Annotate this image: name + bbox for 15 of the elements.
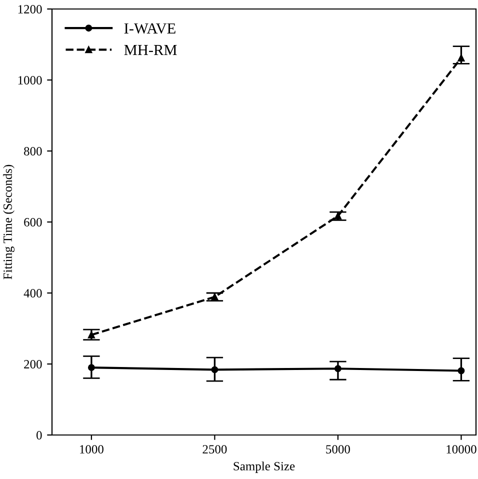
y-tick-label: 600 bbox=[24, 218, 42, 226]
x-axis-title: Sample Size bbox=[234, 462, 295, 473]
y-tick-label: 0 bbox=[36, 431, 42, 440]
y-tick-label: 1200 bbox=[18, 5, 42, 14]
y-tick-label: 1000 bbox=[18, 76, 42, 84]
y-tick-label: 400 bbox=[24, 289, 42, 298]
y-tick-label: 200 bbox=[24, 360, 42, 368]
x-tick-label: 1000 bbox=[80, 445, 104, 454]
x-tick-label: 2500 bbox=[202, 445, 227, 454]
y-tick-label: 800 bbox=[24, 147, 42, 156]
y-axis-title: Fitting Time (Seconds) bbox=[3, 164, 14, 280]
x-tick-label: 5000 bbox=[326, 445, 350, 454]
legend-label: I-WAVE bbox=[124, 23, 176, 34]
x-tick-label: 10000 bbox=[446, 445, 476, 454]
legend-label: MH-RM bbox=[124, 45, 177, 56]
